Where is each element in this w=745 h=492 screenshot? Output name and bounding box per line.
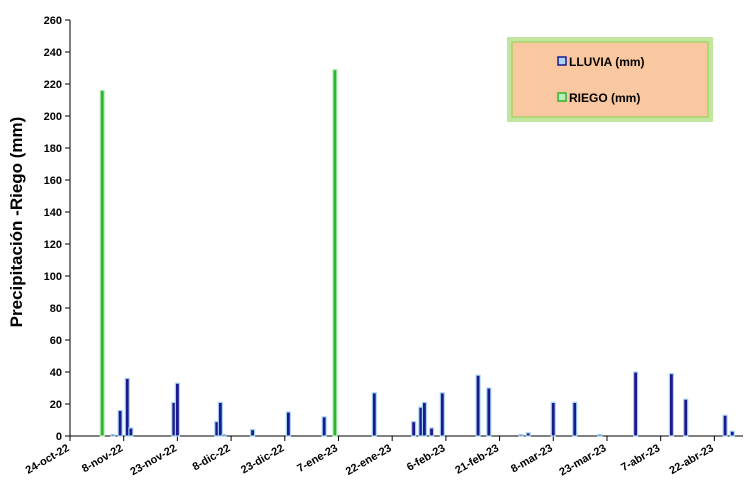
- legend-swatch-riego: [557, 92, 567, 102]
- y-axis-title: Precipitación -Riego (mm): [7, 117, 26, 328]
- y-tick-label: 240: [44, 47, 62, 59]
- y-tick-label: 60: [50, 335, 62, 347]
- lluvia-bar: [525, 432, 531, 437]
- lluvia-bar: [683, 398, 689, 437]
- x-tick-label: 8-nov-22: [80, 442, 125, 475]
- y-axis: 0 20 40 60 80 100 120 140 160 180 200 220 240 260: [44, 15, 71, 443]
- lluvia-bar: [475, 374, 481, 437]
- y-tick-label: 120: [44, 239, 62, 251]
- lluvia-bar: [421, 401, 427, 437]
- riego-bar: [332, 68, 338, 437]
- lluvia-bar: [428, 427, 435, 437]
- lluvia-bar: [722, 414, 728, 437]
- x-tick-label: 23-mar-23: [557, 442, 608, 478]
- x-tick-label: 7-abr-23: [619, 442, 662, 474]
- lluvia-bar: [117, 409, 123, 437]
- y-tick-label: 100: [44, 271, 62, 283]
- y-tick-label: 140: [44, 207, 62, 219]
- y-tick-label: 0: [56, 431, 62, 443]
- lluvia-bar: [249, 429, 256, 437]
- y-tick-label: 40: [50, 367, 62, 379]
- y-tick-label: 200: [44, 111, 62, 123]
- x-tick-label: 24-oct-22: [24, 442, 72, 477]
- lluvia-bar: [221, 433, 227, 437]
- x-tick-label: 23-dic-22: [239, 442, 286, 476]
- y-tick-label: 80: [50, 303, 62, 315]
- y-tick-label: 220: [44, 79, 62, 91]
- legend: LLUVIA (mm) RIEGO (mm): [507, 37, 713, 122]
- x-tick-label: 22-abr-23: [667, 442, 715, 477]
- legend-swatch-lluvia: [557, 56, 567, 66]
- lluvia-bar: [729, 430, 735, 437]
- x-axis: 24-oct-22 8-nov-22 23-nov-22 8-dic-22 23-dic…: [24, 435, 743, 479]
- y-tick-label: 160: [44, 175, 62, 187]
- lluvia-bar: [668, 373, 675, 437]
- lluvia-bar: [285, 411, 291, 437]
- x-tick-label: 6-feb-23: [405, 442, 448, 473]
- y-tick-label: 20: [50, 399, 62, 411]
- lluvia-bar: [572, 401, 578, 437]
- lluvia-bar: [550, 401, 556, 437]
- legend-glow: [507, 37, 713, 122]
- lluvia-bar: [411, 421, 417, 437]
- lluvia-bar: [633, 371, 639, 437]
- y-tick-label: 260: [44, 15, 62, 27]
- lluvia-bar: [128, 427, 134, 437]
- lluvia-bar: [110, 433, 116, 437]
- lluvia-bar: [518, 433, 524, 437]
- lluvia-bar: [174, 382, 180, 437]
- lluvia-bar: [321, 416, 327, 437]
- lluvia-bar: [597, 433, 603, 437]
- x-tick-label: 7-ene-23: [295, 442, 340, 475]
- riego-bar: [99, 89, 105, 437]
- y-tick-label: 180: [44, 143, 62, 155]
- legend-label-riego: RIEGO (mm): [569, 91, 640, 105]
- x-tick-label: 8-mar-23: [509, 442, 555, 475]
- x-tick-label: 23-nov-22: [128, 442, 178, 478]
- legend-box: [511, 41, 709, 118]
- x-tick-label: 22-ene-23: [344, 442, 394, 478]
- lluvia-bar: [486, 387, 492, 437]
- bars: [99, 68, 735, 437]
- lluvia-bar: [439, 392, 445, 437]
- lluvia-bar: [371, 392, 377, 437]
- x-tick-label: 8-dic-22: [191, 442, 233, 473]
- lluvia-bar: [217, 401, 223, 437]
- x-tick-label: 21-feb-23: [453, 442, 501, 477]
- lluvia-bar: [124, 377, 130, 437]
- legend-label-lluvia: LLUVIA (mm): [569, 55, 645, 69]
